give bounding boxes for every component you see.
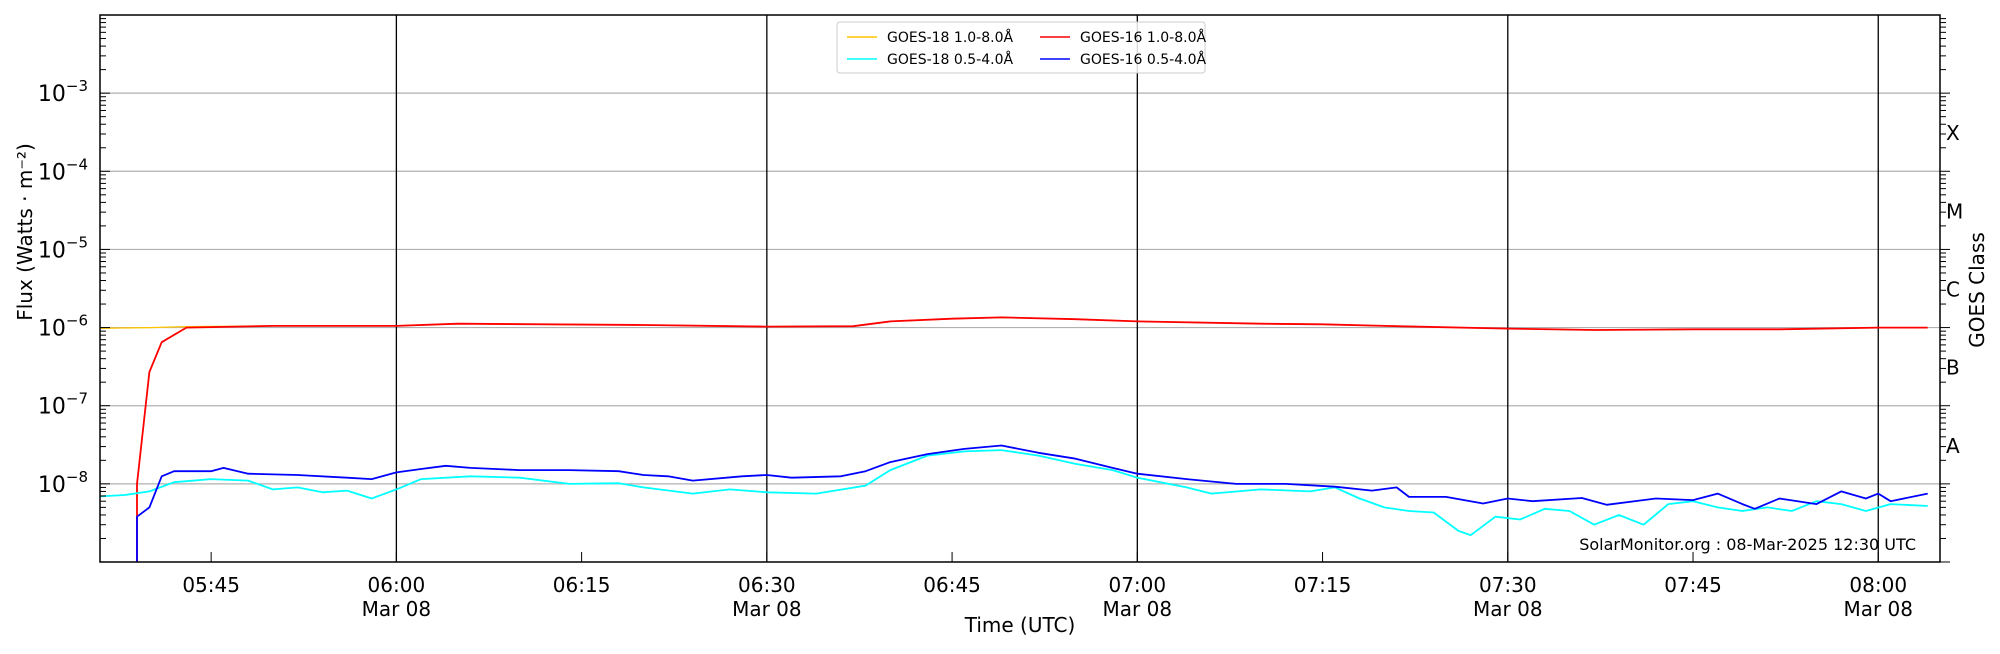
x-tick-label: 06:00 xyxy=(368,573,426,597)
legend-entry: GOES-18 1.0-8.0Å xyxy=(887,29,1013,46)
x-tick-date-label: Mar 08 xyxy=(362,597,432,621)
goes-class-m: M xyxy=(1946,199,1963,223)
x-tick-label: 07:00 xyxy=(1108,573,1166,597)
legend-entry: GOES-18 0.5-4.0Å xyxy=(887,51,1013,68)
plot-frame xyxy=(99,14,1941,563)
legend-box xyxy=(836,21,1206,74)
y-tick-label: 10−4 xyxy=(38,155,88,185)
y-tick-label: 10−6 xyxy=(38,312,88,342)
x-tick-label: 05:45 xyxy=(182,573,240,597)
x-tick-label: 06:30 xyxy=(738,573,796,597)
goes-class-labels: X M C B A xyxy=(1946,121,1963,458)
x-tick-date-label: Mar 08 xyxy=(1843,597,1913,621)
grid xyxy=(100,92,1940,485)
y-tick-label: 10−8 xyxy=(38,468,88,498)
x-tick-date-label: Mar 08 xyxy=(732,597,802,621)
annotation: SolarMonitor.org : 08-Mar-2025 12:30 UTC xyxy=(1579,535,1916,554)
x-axis-label: Time (UTC) xyxy=(964,613,1076,637)
goes-class-x: X xyxy=(1946,121,1960,145)
y-tick-label: 10−3 xyxy=(38,77,88,107)
y-tick-label: 10−7 xyxy=(38,390,88,420)
x-tick-date-label: Mar 08 xyxy=(1473,597,1543,621)
x-tick-label: 07:45 xyxy=(1664,573,1722,597)
series-line-1 xyxy=(136,316,1928,562)
legend-entry: GOES-16 0.5-4.0Å xyxy=(1080,51,1206,68)
y-tick-label: 10−5 xyxy=(38,233,88,263)
series-lines xyxy=(99,316,1928,562)
x-tick-label: 07:30 xyxy=(1479,573,1537,597)
vertical-time-lines xyxy=(395,15,1879,562)
y-axis-ticks: 10−8 10−7 10−6 10−5 10−4 10−3 xyxy=(38,18,1950,563)
goes-class-a: A xyxy=(1946,434,1960,458)
goes-class-c: C xyxy=(1946,278,1960,302)
x-tick-date-label: Mar 08 xyxy=(1103,597,1173,621)
goes-class-b: B xyxy=(1946,356,1960,380)
legend: GOES-18 1.0-8.0Å GOES-18 0.5-4.0Å GOES-16 … xyxy=(836,21,1206,74)
y-axis-label: Flux (Watts · m⁻²) xyxy=(13,143,37,321)
x-tick-label: 07:15 xyxy=(1294,573,1352,597)
series-line-3 xyxy=(136,444,1928,562)
legend-entry: GOES-16 1.0-8.0Å xyxy=(1080,29,1206,46)
series-line-2 xyxy=(99,449,1928,537)
x-tick-label: 08:00 xyxy=(1849,573,1907,597)
x-tick-label: 06:15 xyxy=(553,573,611,597)
right-axis-label: GOES Class xyxy=(1965,232,1989,348)
x-tick-label: 06:45 xyxy=(923,573,981,597)
